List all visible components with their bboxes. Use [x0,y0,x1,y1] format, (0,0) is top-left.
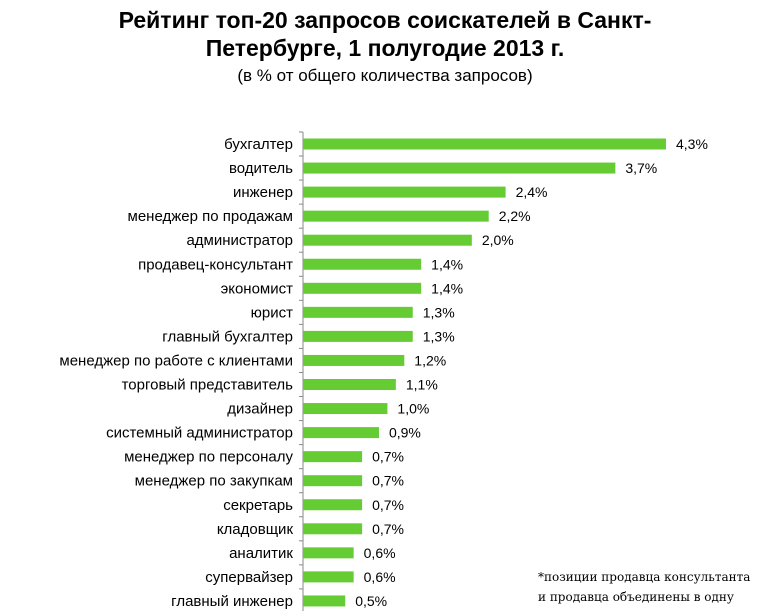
bar [303,427,379,439]
bar [303,234,472,246]
category-label: инженер [233,184,293,201]
chart-title: Рейтинг топ-20 запросов соискателей в Са… [0,6,770,62]
bar [303,282,422,294]
chart-subtitle: (в % от общего количества запросов) [237,66,533,85]
bar [303,186,506,198]
value-label: 1,3% [423,328,455,344]
bar [303,210,489,222]
value-label: 3,7% [625,160,657,176]
value-label: 0,7% [372,497,404,513]
value-label: 1,4% [431,280,463,296]
bar [303,547,354,559]
category-label: главный инженер [171,593,293,610]
category-label: юрист [251,304,293,321]
value-label: 0,7% [372,449,404,465]
category-label: администратор [186,232,293,249]
bar [303,138,666,150]
value-label: 2,2% [499,208,531,224]
value-label: 2,4% [516,184,548,200]
category-label: менеджер по продажам [128,208,293,225]
category-label: супервайзер [205,569,293,586]
value-label: 4,3% [676,136,708,152]
bar [303,379,396,390]
value-label: 2,0% [482,232,514,248]
category-label: дизайнер [227,401,293,418]
bar [303,354,405,366]
value-label: 0,9% [389,425,421,441]
footnote-line-2: и продавца объединены в одну [538,590,734,604]
value-label: 0,7% [372,473,404,489]
value-label: 0,7% [372,521,404,537]
chart-title-line-2: Петербурге, 1 полугодие 2013 г. [205,35,565,61]
value-label: 1,4% [431,256,463,272]
category-label: менеджер по закупкам [135,473,293,490]
category-label: менеджер по работе с клиентами [59,352,293,369]
bar [303,306,413,318]
category-label: секретарь [223,497,293,514]
footnote-line-1: *позиции продавца консультанта [538,570,751,584]
category-label: аналитик [229,545,293,562]
category-label: продавец-консультант [138,256,293,273]
value-label: 1,2% [414,352,446,368]
value-label: 1,0% [397,401,429,417]
category-label: водитель [229,160,293,177]
value-label: 0,6% [364,545,396,561]
footnote: *позиции продавца консультанта и продавц… [538,567,770,607]
chart-title-line-1: Рейтинг топ-20 запросов соискателей в Са… [118,7,652,33]
bar [303,499,363,511]
category-label: бухгалтер [224,136,293,153]
bar [303,403,388,415]
value-label: 0,6% [364,569,396,585]
bar [303,475,363,487]
value-label: 1,1% [406,377,438,393]
value-label: 1,3% [423,304,455,320]
bar [303,451,363,463]
bar [303,330,413,342]
category-label: экономист [221,280,294,297]
value-label: 0,5% [355,593,387,609]
category-label: системный администратор [106,425,293,442]
category-label: главный бухгалтер [162,328,293,345]
bar [303,258,422,270]
category-label: менеджер по персоналу [124,449,293,466]
bar [303,162,616,174]
category-label: торговый представитель [122,377,294,394]
category-label: кладовщик [217,521,294,538]
bar [303,523,363,535]
bar [303,595,346,607]
bar [303,571,354,583]
